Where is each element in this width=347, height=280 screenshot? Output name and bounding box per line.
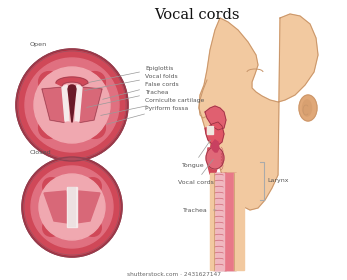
Bar — [67, 187, 77, 227]
Bar — [225, 173, 234, 270]
Circle shape — [24, 159, 120, 255]
Ellipse shape — [43, 213, 66, 236]
Polygon shape — [205, 122, 224, 146]
Circle shape — [39, 174, 105, 240]
Ellipse shape — [72, 122, 80, 128]
Ellipse shape — [303, 100, 312, 116]
Circle shape — [34, 67, 110, 143]
Text: Vocal cords: Vocal cords — [154, 8, 240, 22]
Circle shape — [25, 58, 119, 152]
Bar — [223, 173, 236, 270]
Bar — [214, 173, 224, 270]
Ellipse shape — [78, 72, 105, 99]
Ellipse shape — [43, 178, 66, 201]
Polygon shape — [42, 87, 67, 123]
Polygon shape — [75, 85, 82, 123]
Polygon shape — [77, 87, 102, 123]
Polygon shape — [62, 85, 69, 123]
Text: shutterstock.com · 2431627147: shutterstock.com · 2431627147 — [127, 272, 220, 277]
Polygon shape — [207, 144, 218, 176]
Text: Trachea: Trachea — [87, 90, 168, 108]
Text: Trachea: Trachea — [183, 207, 216, 213]
Bar — [207, 126, 213, 130]
Ellipse shape — [206, 147, 224, 169]
Text: Larynx: Larynx — [267, 178, 288, 183]
Polygon shape — [68, 85, 76, 123]
Ellipse shape — [78, 213, 101, 236]
Polygon shape — [76, 191, 100, 223]
Text: Vocal folds: Vocal folds — [85, 74, 178, 90]
Text: Tongue: Tongue — [182, 140, 210, 167]
Ellipse shape — [299, 95, 317, 121]
Ellipse shape — [39, 72, 66, 99]
Bar — [210, 173, 214, 270]
Text: Corniculte cartilage: Corniculte cartilage — [101, 97, 204, 115]
Ellipse shape — [41, 80, 103, 130]
Bar — [207, 130, 213, 134]
Text: Closed: Closed — [30, 150, 52, 155]
Ellipse shape — [78, 178, 101, 201]
Circle shape — [18, 51, 126, 159]
Circle shape — [22, 157, 122, 257]
Bar — [234, 173, 244, 270]
Polygon shape — [222, 175, 240, 270]
Polygon shape — [56, 77, 88, 86]
Ellipse shape — [64, 122, 72, 128]
Text: False cords: False cords — [103, 81, 179, 99]
Text: Vocal cords: Vocal cords — [178, 159, 214, 185]
Ellipse shape — [78, 111, 105, 138]
Ellipse shape — [39, 111, 66, 138]
Circle shape — [16, 49, 128, 161]
Text: Open: Open — [30, 42, 47, 47]
Ellipse shape — [44, 185, 100, 229]
Circle shape — [31, 166, 113, 248]
Polygon shape — [199, 14, 318, 210]
Polygon shape — [44, 191, 68, 223]
Polygon shape — [205, 106, 226, 130]
Text: Epiglottis: Epiglottis — [89, 66, 173, 82]
Text: Pyriform fossa: Pyriform fossa — [107, 106, 188, 124]
Bar — [212, 173, 226, 270]
Polygon shape — [211, 140, 219, 152]
